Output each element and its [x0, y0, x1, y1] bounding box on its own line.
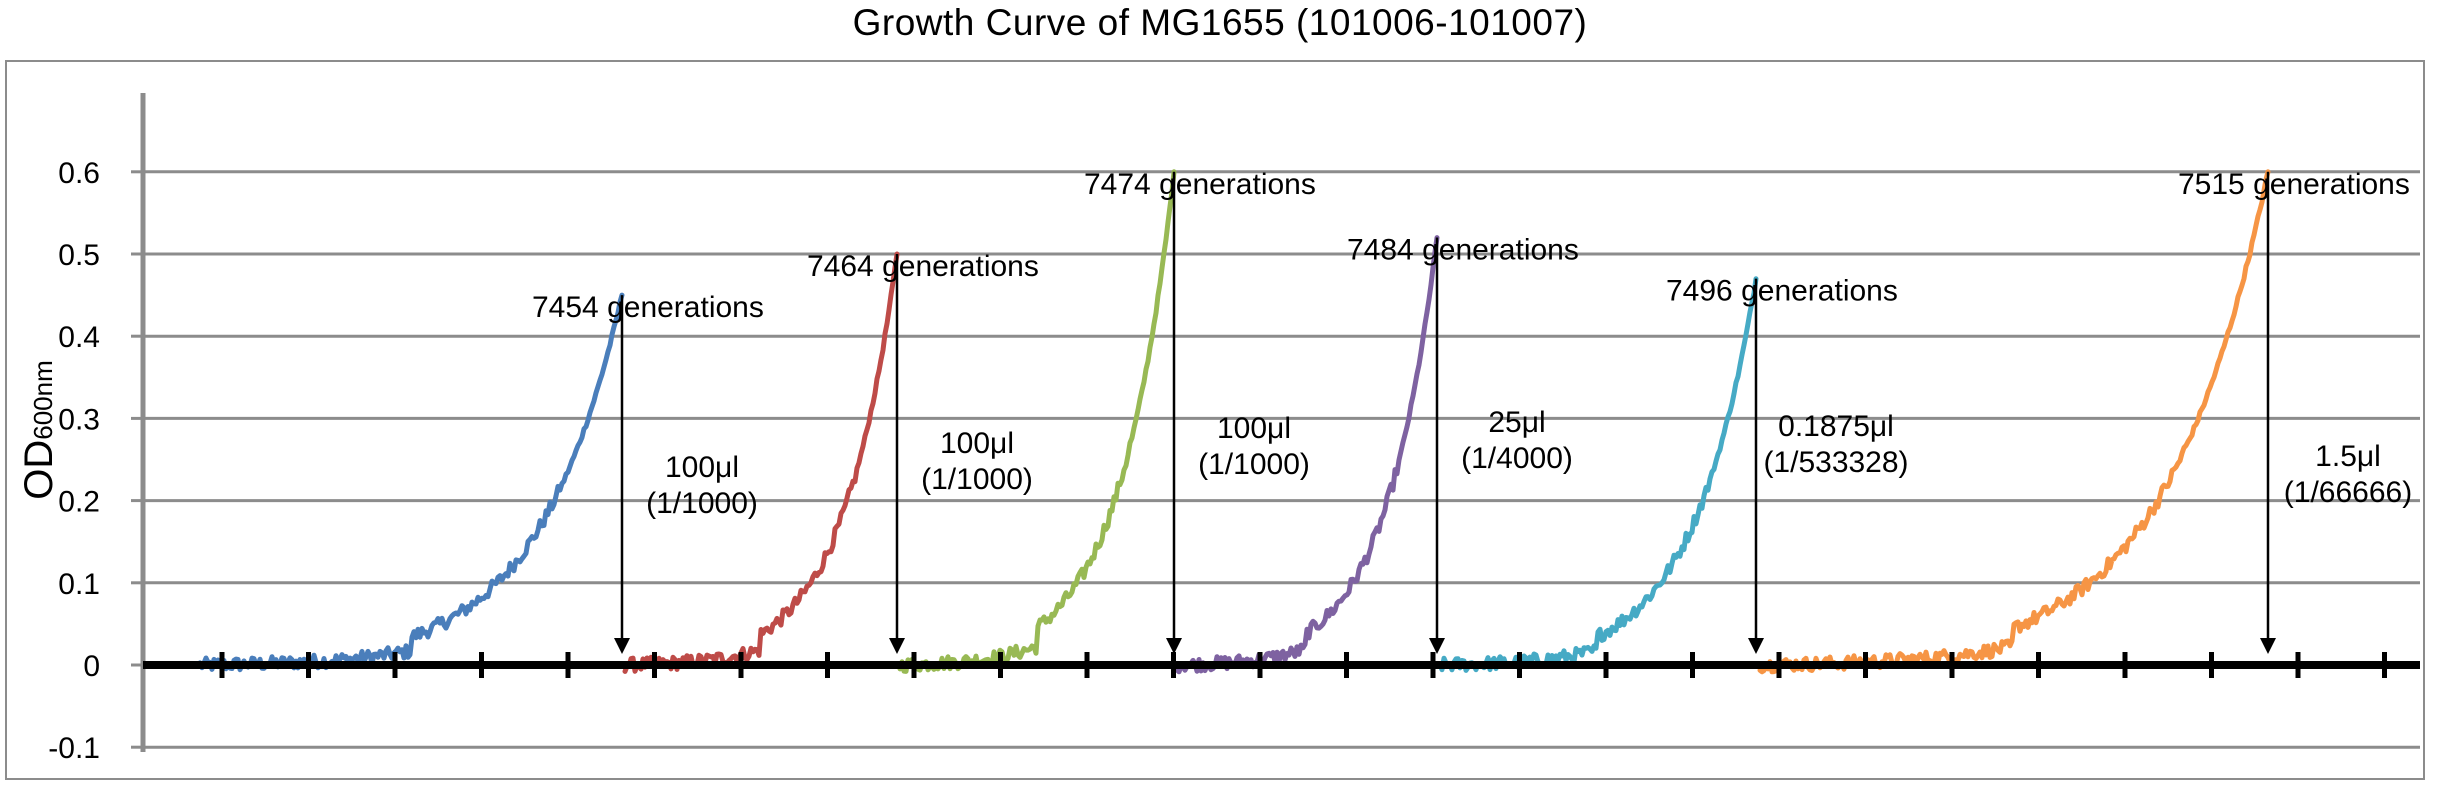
y-tick-label: 0.3 [58, 403, 100, 436]
y-tick-label: 0.4 [58, 321, 100, 354]
y-axis-label: OD600nm [17, 360, 61, 500]
series-line [897, 169, 1177, 674]
transfer-volume-label: 25μl [1488, 406, 1545, 439]
transfer-volume-label: 100μl [940, 427, 1014, 460]
arrow-head [1166, 638, 1182, 654]
transfer-volume-label: 100μl [665, 451, 739, 484]
arrow-head [2260, 638, 2276, 654]
transfer-ratio-label: (1/1000) [921, 463, 1033, 496]
generation-label: 7464 generations [807, 250, 1039, 283]
generation-label: 7474 generations [1084, 168, 1316, 201]
y-tick-label: 0.1 [58, 568, 100, 601]
y-axis-label-main: OD [17, 440, 61, 500]
transfer-ratio-label: (1/66666) [2284, 476, 2412, 509]
generation-label: 7454 generations [532, 291, 764, 324]
y-tick-label: 0.2 [58, 486, 100, 519]
y-tick-label: -0.1 [48, 732, 100, 765]
arrow-head [889, 638, 905, 654]
generation-label: 7484 generations [1347, 234, 1579, 267]
y-tick-label: 0 [83, 650, 100, 683]
transfer-ratio-label: (1/533328) [1763, 446, 1908, 479]
transfer-ratio-label: (1/1000) [646, 487, 758, 520]
plot-frame [5, 60, 2425, 780]
arrow-head [614, 638, 630, 654]
series-line [1437, 276, 1759, 673]
arrow-head [1429, 638, 1445, 654]
y-tick-label: 0.6 [58, 157, 100, 190]
generation-label: 7496 generations [1666, 275, 1898, 308]
y-axis: 0.6 0.5 0.4 0.3 0.2 0.1 0 -0.1 [48, 93, 146, 765]
gridlines [143, 170, 2420, 749]
y-axis-label-sub: 600nm [28, 360, 58, 440]
transfer-volume-label: 1.5μl [2315, 440, 2381, 473]
chart-title: Growth Curve of MG1655 (101006-101007) [852, 2, 1588, 43]
series-line [1174, 235, 1440, 675]
x-axis [143, 652, 2420, 678]
y-tick-label: 0.5 [58, 239, 100, 272]
arrow-head [1748, 638, 1764, 654]
transfer-ratio-label: (1/4000) [1461, 442, 1573, 475]
transfer-volume-label: 0.1875μl [1778, 410, 1894, 443]
series-line [197, 292, 625, 673]
generation-label: 7515 generations [2178, 168, 2410, 201]
transfer-ratio-label: (1/1000) [1198, 448, 1310, 481]
transfer-volume-label: 100μl [1217, 412, 1291, 445]
